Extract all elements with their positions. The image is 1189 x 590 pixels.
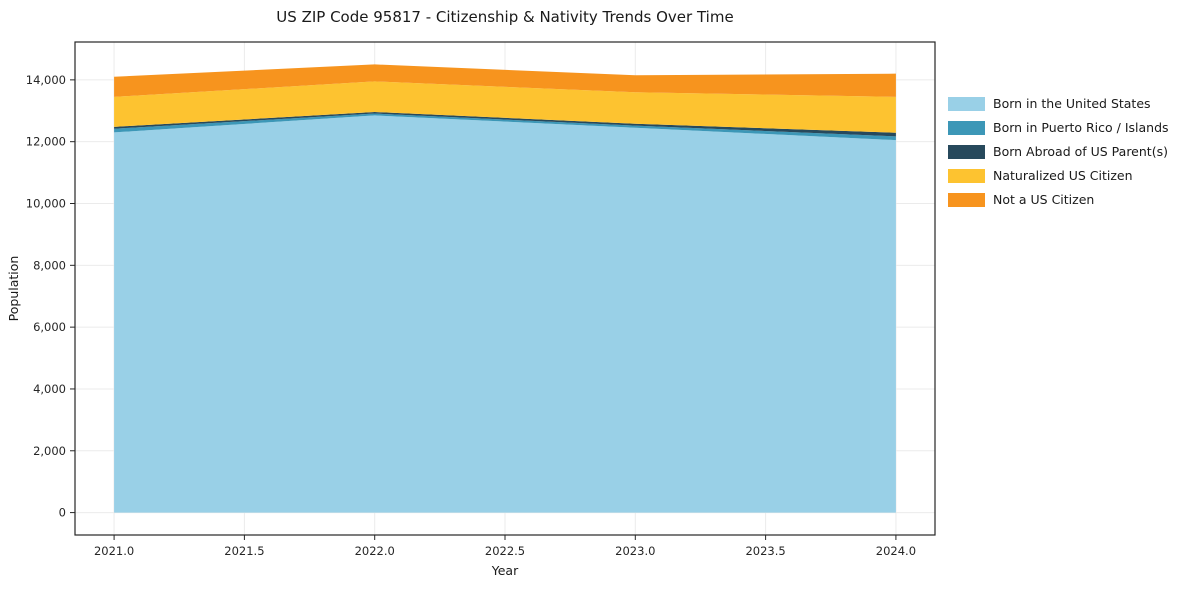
y-tick-label: 8,000 [33, 258, 66, 272]
series-area-4 [114, 64, 896, 97]
x-tick-label: 2023.0 [615, 544, 655, 558]
legend-swatch [948, 96, 985, 111]
x-tick-label: 2024.0 [876, 544, 916, 558]
series-area-0 [114, 115, 896, 513]
x-tick-label: 2021.5 [224, 544, 264, 558]
legend-item-2: Born Abroad of US Parent(s) [948, 144, 1169, 159]
x-tick-label: 2022.5 [485, 544, 525, 558]
y-tick-label: 14,000 [26, 73, 66, 87]
legend-label: Naturalized US Citizen [993, 168, 1133, 183]
legend-item-0: Born in the United States [948, 96, 1169, 111]
y-axis-label: Population [6, 256, 21, 322]
x-tick-label: 2021.0 [94, 544, 134, 558]
legend-swatch [948, 144, 985, 159]
legend-label: Born in Puerto Rico / Islands [993, 120, 1169, 135]
legend-label: Born in the United States [993, 96, 1151, 111]
chart-legend: Born in the United States Born in Puerto … [948, 96, 1169, 207]
y-tick-label: 4,000 [33, 382, 66, 396]
chart-title: US ZIP Code 95817 - Citizenship & Nativi… [276, 8, 734, 26]
y-tick-label: 6,000 [33, 320, 66, 334]
legend-swatch [948, 192, 985, 207]
y-tick-label: 10,000 [26, 197, 66, 211]
legend-item-3: Naturalized US Citizen [948, 168, 1169, 183]
legend-item-4: Not a US Citizen [948, 192, 1169, 207]
y-tick-label: 12,000 [26, 135, 66, 149]
series-area-3 [114, 81, 896, 133]
legend-swatch [948, 120, 985, 135]
legend-item-1: Born in Puerto Rico / Islands [948, 120, 1169, 135]
legend-label: Born Abroad of US Parent(s) [993, 144, 1168, 159]
legend-label: Not a US Citizen [993, 192, 1095, 207]
y-tick-label: 0 [59, 506, 66, 520]
x-axis-label: Year [491, 563, 519, 578]
x-tick-label: 2023.5 [745, 544, 785, 558]
x-tick-label: 2022.0 [355, 544, 395, 558]
y-tick-label: 2,000 [33, 444, 66, 458]
legend-swatch [948, 168, 985, 183]
